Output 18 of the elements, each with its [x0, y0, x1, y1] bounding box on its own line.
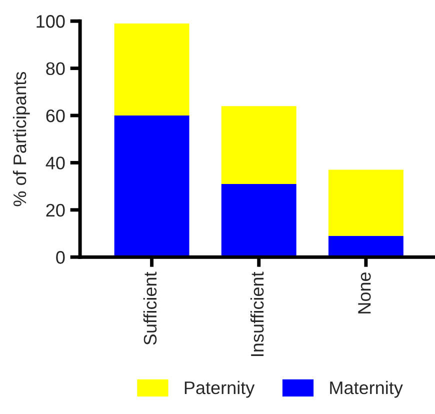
- bar: [221, 184, 296, 258]
- bar: [328, 170, 404, 236]
- x-tick-label: Insufficient: [250, 272, 264, 356]
- y-tick-label: 20: [46, 204, 65, 217]
- bar: [114, 116, 190, 258]
- y-tick-label: 60: [46, 109, 65, 122]
- x-tick-label: None: [358, 272, 371, 314]
- legend-label: Maternity: [330, 380, 403, 398]
- y-tick-label: 0: [56, 251, 65, 264]
- bar: [221, 106, 296, 184]
- bar: [114, 23, 190, 116]
- y-tick-label: 40: [46, 156, 65, 170]
- bar: [328, 236, 404, 258]
- x-tick-label: Sufficient: [143, 272, 157, 345]
- y-tick-label: 80: [46, 62, 65, 76]
- y-tick-label: 100: [36, 15, 65, 28]
- y-axis-title: % of Participants: [12, 72, 30, 206]
- legend-label: Paternity: [184, 380, 255, 398]
